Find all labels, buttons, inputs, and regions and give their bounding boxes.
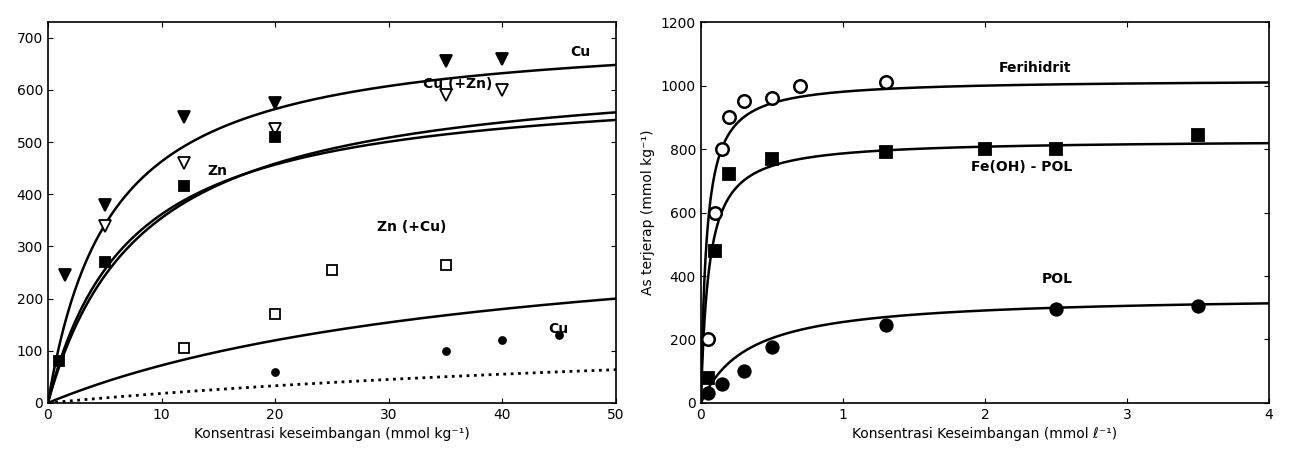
X-axis label: Konsentrasi Keseimbangan (mmol ℓ⁻¹): Konsentrasi Keseimbangan (mmol ℓ⁻¹) [853, 427, 1117, 442]
Text: Zn (+Cu): Zn (+Cu) [378, 220, 446, 234]
Text: Cu (+Zn): Cu (+Zn) [423, 76, 493, 91]
Y-axis label: As terjerap (mmol kg⁻¹): As terjerap (mmol kg⁻¹) [641, 130, 655, 295]
Text: Zn: Zn [206, 164, 227, 178]
Text: POL: POL [1042, 272, 1073, 286]
Text: Ferihidrit: Ferihidrit [1000, 61, 1072, 75]
X-axis label: Konsentrasi keseimbangan (mmol kg⁻¹): Konsentrasi keseimbangan (mmol kg⁻¹) [194, 427, 470, 442]
Text: Cu: Cu [570, 45, 591, 60]
Text: Fe(OH) - POL: Fe(OH) - POL [971, 159, 1072, 174]
Text: Cu: Cu [548, 322, 568, 336]
